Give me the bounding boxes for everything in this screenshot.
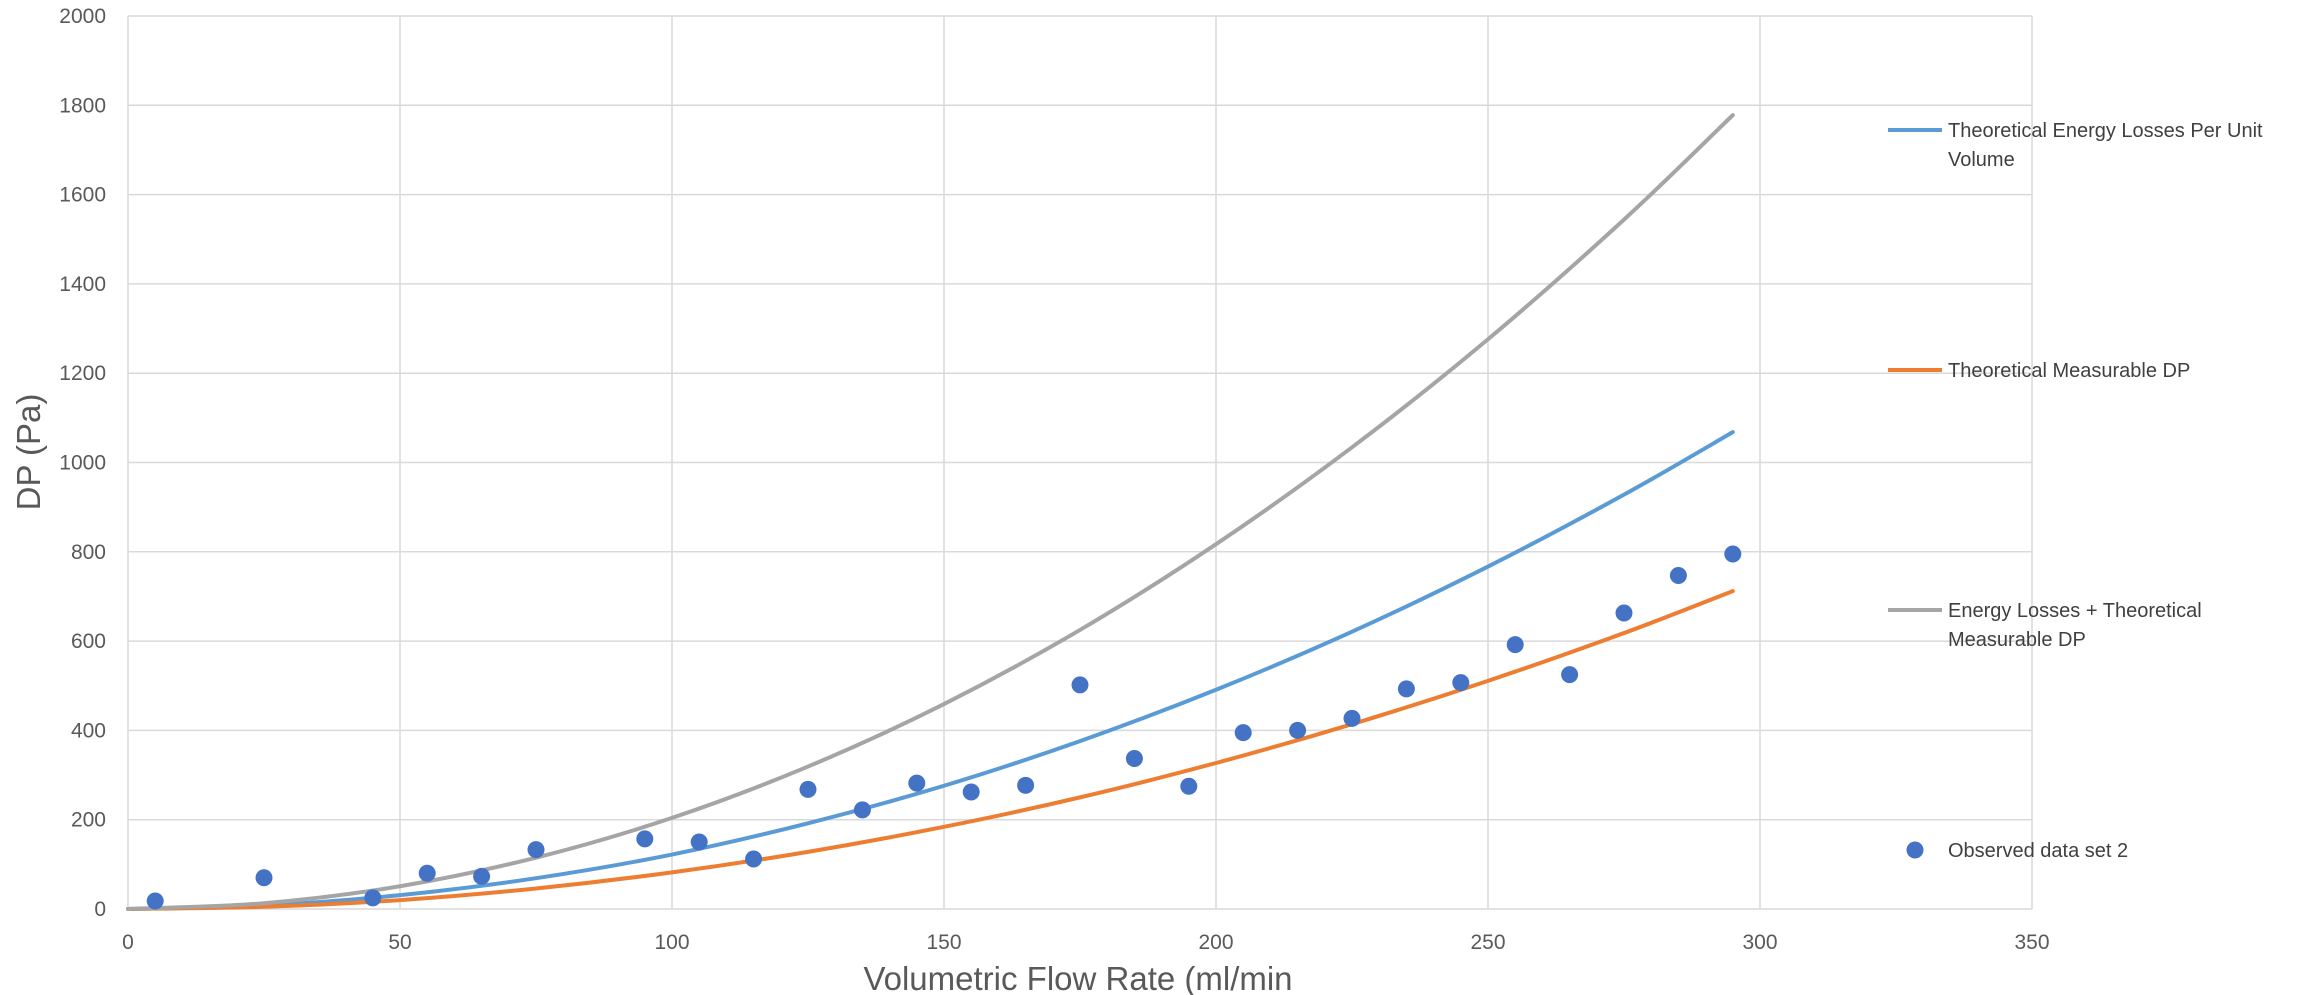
legend-item-observed-data-set-2: Observed data set 2 [1906,840,2128,862]
data-point [146,892,164,910]
series-energy-losses-theoretical-measurable-dp [126,113,1735,911]
y-tick-label: 1400 [59,273,106,296]
grid [127,15,2033,910]
data-point [1343,709,1361,727]
series [126,113,1742,911]
x-tick-label: 0 [122,931,134,954]
data-point [1289,721,1307,739]
legend-label: Theoretical Energy Losses Per Unit Volume [1948,120,2263,171]
data-point [799,780,817,798]
x-tick-label: 250 [1470,931,1505,954]
y-tick-label: 800 [71,541,106,564]
legend: Theoretical Energy Losses Per Unit Volume… [1888,120,2263,862]
x-tick-label: 150 [926,931,961,954]
series-observed-data-set-2 [146,545,1742,910]
data-point [690,833,708,851]
y-tick-label: 600 [71,630,106,653]
y-axis-title: DP (Pa) [10,394,47,511]
data-point [418,864,436,882]
data-point [1125,750,1143,768]
x-tick-label: 350 [2014,931,2049,954]
x-tick-label: 50 [388,931,411,954]
x-axis-title: Volumetric Flow Rate (ml/min [863,960,1292,995]
series-theoretical-measurable-dp [126,589,1735,911]
legend-label: Theoretical Measurable DP [1948,360,2190,382]
data-point [745,850,763,868]
y-tick-label: 0 [94,898,106,921]
legend-item-energy-losses-theoretical-measurable-dp: Energy Losses + Theoretical Measurable DP [1888,600,2202,651]
y-tick-label: 400 [71,719,106,742]
data-point [962,783,980,801]
data-point [1561,666,1579,684]
x-tick-label: 200 [1198,931,1233,954]
data-point [527,841,545,859]
y-tick-label: 1800 [59,94,106,117]
y-tick-label: 1000 [59,452,106,475]
y-tick-label: 2000 [59,5,106,28]
data-point [1615,604,1633,622]
data-point [1397,680,1415,698]
series-line [126,430,1735,911]
data-point [255,869,273,887]
y-tick-label: 1600 [59,184,106,207]
legend-item-theoretical-energy-losses-per-unit-volume: Theoretical Energy Losses Per Unit Volume [1888,120,2263,171]
data-point [908,774,926,792]
x-tick-label: 300 [1742,931,1777,954]
y-tick-label: 1200 [59,362,106,385]
data-point [473,867,491,885]
series-line [126,589,1735,911]
data-point [1669,566,1687,584]
legend-label: Energy Losses + Theoretical Measurable DP [1948,600,2202,651]
tick-labels: 0 200 400 600 800 1000 1200 1400 1600 1800 2000 0 50… [59,5,2049,954]
data-point [1724,545,1742,563]
data-point [1180,777,1198,795]
data-point [364,889,382,907]
data-point [853,801,871,819]
data-point [1071,676,1089,694]
data-point [1506,636,1524,654]
data-point [1452,674,1470,692]
legend-swatch [1906,841,1924,859]
y-tick-label: 200 [71,809,106,832]
x-tick-label: 100 [654,931,689,954]
data-point [636,830,654,848]
data-point [1017,776,1035,794]
legend-label: Observed data set 2 [1948,840,2128,862]
data-point [1234,724,1252,742]
series-line [126,113,1735,911]
series-theoretical-energy-losses-per-unit-volume [126,430,1735,911]
legend-item-theoretical-measurable-dp: Theoretical Measurable DP [1888,360,2190,382]
